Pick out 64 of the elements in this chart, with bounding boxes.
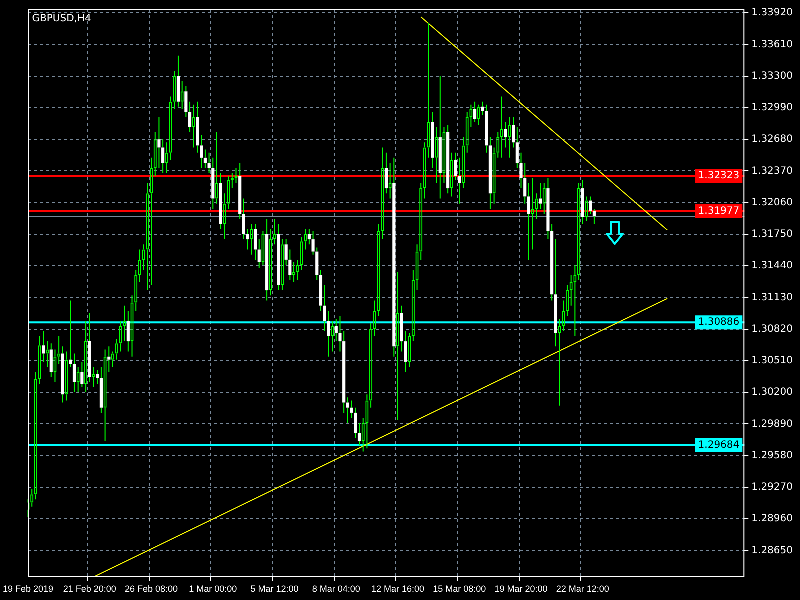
candlestick <box>504 122 508 148</box>
candlestick <box>488 137 492 210</box>
y-tick-label: 1.33920 <box>752 8 794 19</box>
y-tick-label: 1.29580 <box>752 450 794 462</box>
x-tick-label: 1 Mar 00:00 <box>189 584 238 594</box>
candlestick <box>158 116 161 169</box>
y-tick-label: 1.32060 <box>752 197 794 208</box>
candlestick <box>72 353 76 394</box>
y-tick-label: 1.32680 <box>752 134 794 146</box>
x-tick-label: 19 Feb 2019 <box>2 584 54 594</box>
candlestick <box>176 55 180 108</box>
candlestick <box>162 139 165 174</box>
candlestick <box>242 198 246 240</box>
y-tick-label: 1.31130 <box>752 292 794 304</box>
ref-line-label: 1.30886 <box>698 317 740 328</box>
x-tick-label: 12 Mar 16:00 <box>371 584 425 594</box>
y-tick-label: 1.28650 <box>752 545 794 556</box>
candlestick <box>438 76 442 200</box>
ref-line-label: 1.29684 <box>698 440 740 451</box>
y-tick-label: 1.31750 <box>752 229 794 240</box>
x-tick-label: 22 Mar 12:00 <box>556 584 610 594</box>
candlestick <box>392 157 396 358</box>
ref-line-label: 1.32323 <box>698 170 740 182</box>
x-tick-label: 8 Mar 04:00 <box>312 584 360 594</box>
y-tick-label: 1.32370 <box>752 166 794 177</box>
y-tick-label: 1.31440 <box>752 260 794 272</box>
y-tick-label: 1.33300 <box>752 70 794 82</box>
x-tick-label: 21 Feb 20:00 <box>63 584 116 594</box>
y-tick-label: 1.33610 <box>752 39 794 50</box>
candlestick <box>246 228 250 250</box>
candlestick <box>188 101 192 133</box>
candlestick <box>238 162 242 220</box>
y-tick-label: 1.29890 <box>752 418 794 430</box>
x-tick-label: 5 Mar 12:00 <box>250 584 299 594</box>
candlestick <box>446 124 450 194</box>
candlestick <box>254 224 258 260</box>
y-tick-label: 1.28960 <box>752 514 794 525</box>
candlestick <box>266 218 269 302</box>
y-tick-label: 1.30510 <box>752 356 794 367</box>
candlestick <box>319 270 323 312</box>
y-tick-label: 1.32990 <box>752 102 794 114</box>
candlestick <box>96 370 100 385</box>
candlestick <box>538 182 542 210</box>
y-tick-label: 1.29270 <box>752 482 794 494</box>
candlestick <box>589 196 592 215</box>
candlestick <box>358 422 362 446</box>
x-tick-label: 26 Feb 08:00 <box>124 584 178 594</box>
candlestick <box>474 101 477 123</box>
candlestick <box>61 346 64 404</box>
candlestick <box>212 157 215 210</box>
candlestick <box>512 116 516 148</box>
candlestick <box>346 397 350 424</box>
y-tick-label: 1.30820 <box>752 324 794 335</box>
candlestick <box>204 149 207 169</box>
ref-line-label: 1.31977 <box>698 206 740 217</box>
candlestick <box>342 330 346 414</box>
text: GBPUSD,H4 <box>32 14 92 25</box>
candlestick <box>527 182 531 260</box>
x-tick-label: 15 Mar 08:00 <box>433 584 486 594</box>
candlestick <box>592 208 596 225</box>
x-tick-label: 19 Mar 20:00 <box>494 584 548 594</box>
candlestick <box>554 239 558 348</box>
candlestick <box>485 104 488 154</box>
y-tick-label: 1.30200 <box>752 387 794 398</box>
